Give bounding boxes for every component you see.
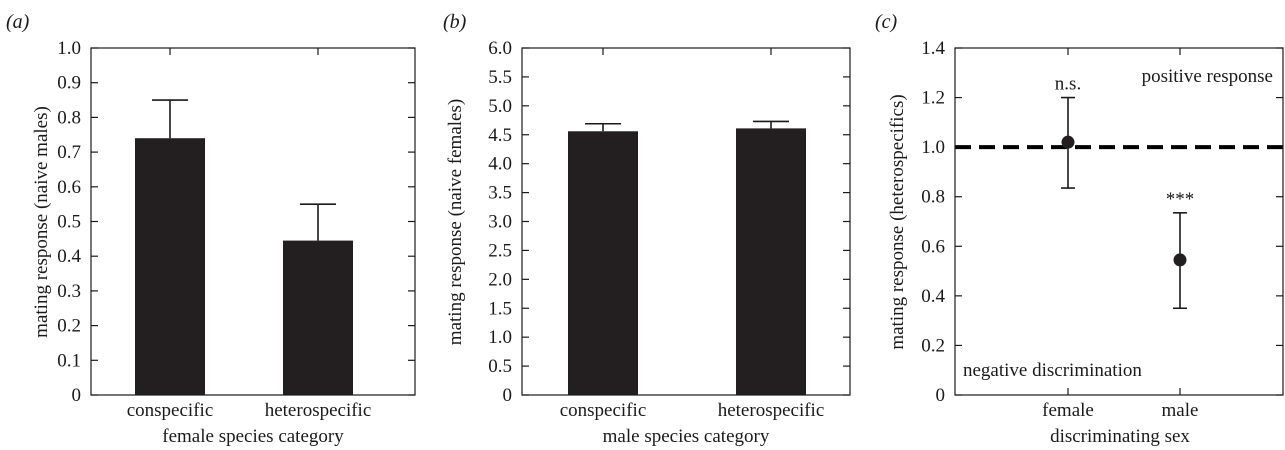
panel-a-xlabel: female species category: [162, 426, 344, 447]
panel-b: (b) mating response (naive females) male…: [443, 11, 851, 447]
panel-a-ytick-label: 1.0: [57, 38, 81, 59]
data-point: [1173, 253, 1187, 267]
panel-a-xtick-label: conspecific: [127, 400, 214, 421]
bar: [283, 240, 353, 395]
panel-b-ytick-label: 1.5: [488, 298, 512, 319]
panel-a-ytick-label: 0.6: [57, 177, 81, 198]
bar: [568, 131, 638, 395]
panel-b-ytick-label: 4.5: [488, 125, 512, 146]
panel-a: (a) mating response (naive males) female…: [6, 11, 416, 447]
panel-c-ytick-label: 1.0: [921, 137, 945, 158]
positive-response-annotation: positive response: [1142, 66, 1273, 87]
negative-discrimination-annotation: negative discrimination: [963, 360, 1142, 381]
panel-b-ytick-label: 2.0: [488, 269, 512, 290]
panel-c-xlabel: discriminating sex: [1050, 426, 1190, 447]
panel-b-ytick-label: 4.0: [488, 154, 512, 175]
panel-a-frame: [90, 47, 416, 396]
panel-c-ytick-label: 0.4: [921, 286, 945, 307]
panel-a-ytick-label: 0.9: [57, 73, 81, 94]
panel-c-label: (c): [875, 11, 898, 33]
panel-b-ytick-label: 0.5: [488, 356, 512, 377]
data-point: [1061, 135, 1075, 149]
panel-c-xtick-label: female: [1042, 400, 1094, 421]
panel-a-ytick-label: 0.3: [57, 281, 81, 302]
panel-c-plot: 0 0.2 0.4 0.6 0.8 1.0 1.2 1.4 female male n.s. ***: [921, 38, 1283, 421]
panel-b-ytick-label: 2.5: [488, 240, 512, 261]
panel-c-xtick-label: male: [1162, 400, 1199, 421]
panel-b-ytick-label: 6.0: [488, 38, 512, 59]
panel-a-plot: 0 0.1 0.2 0.3 0.4 0.5 0.6 0.7 0.8 0.9 1.0 conspecif…: [57, 38, 415, 421]
panel-a-ylabel: mating response (naive males): [31, 106, 52, 338]
panel-b-plot: 0 0.5 1.0 1.5 2.0 2.5 3.0 3.5 4.0 4.5 5.0 5.5 6.0 con…: [488, 38, 850, 421]
bar: [736, 128, 806, 395]
bar: [135, 138, 205, 395]
panel-c-ytick-label: 0: [936, 385, 946, 406]
panel-b-xlabel: male species category: [603, 426, 770, 447]
panel-c-ylabel: mating response (heterospecifics): [887, 94, 908, 349]
panel-c-ytick-label: 0.6: [921, 236, 945, 257]
panel-b-ytick-label: 0: [503, 385, 513, 406]
panel-a-xtick-label: heterospecific: [265, 400, 372, 421]
panel-c: (c) mating response (heterospecifics) di…: [875, 11, 1284, 447]
panel-c-ytick-label: 1.2: [921, 88, 945, 109]
panel-a-ytick-label: 0.7: [57, 142, 81, 163]
panel-b-ytick-label: 3.5: [488, 183, 512, 204]
panel-a-ytick-label: 0.5: [57, 212, 81, 233]
panel-b-ytick-label: 5.0: [488, 96, 512, 117]
panel-a-ytick-label: 0.4: [57, 246, 81, 267]
panel-b-xtick-label: conspecific: [560, 400, 647, 421]
panel-b-ytick-label: 5.5: [488, 67, 512, 88]
significance-label: ***: [1166, 189, 1195, 210]
panel-a-label: (a): [6, 11, 30, 33]
panel-a-ytick-label: 0.2: [57, 316, 81, 337]
panel-a-ytick-label: 0.8: [57, 107, 81, 128]
panel-b-ytick-label: 1.0: [488, 327, 512, 348]
panel-c-ytick-label: 0.2: [921, 335, 945, 356]
panel-b-label: (b): [443, 11, 467, 33]
panel-c-ytick-label: 0.8: [921, 187, 945, 208]
panel-c-frame: [954, 47, 1284, 396]
panel-a-ytick-label: 0.1: [57, 350, 81, 371]
panel-b-ylabel: mating response (naive females): [445, 99, 466, 345]
panel-b-xtick-label: heterospecific: [718, 400, 825, 421]
panel-a-ytick-label: 0: [72, 385, 82, 406]
panel-b-frame: [521, 47, 851, 396]
significance-label: n.s.: [1055, 74, 1081, 95]
panel-b-ytick-label: 3.0: [488, 212, 512, 233]
panel-c-ytick-label: 1.4: [921, 38, 945, 59]
